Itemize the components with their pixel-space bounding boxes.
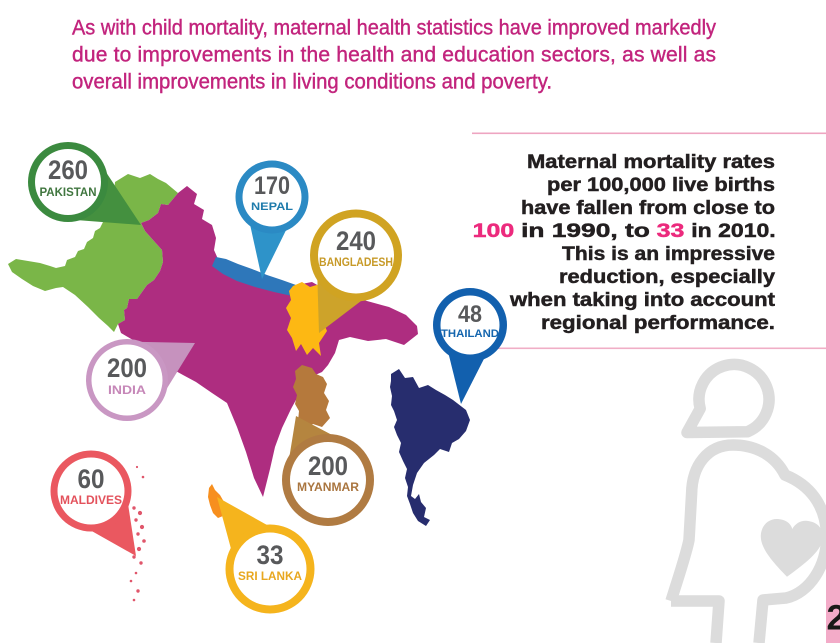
svg-text:in 2010.: in 2010. (691, 220, 775, 242)
svg-text:in 1990, to: in 1990, to (521, 220, 650, 242)
svg-text:when taking into account: when taking into account (509, 289, 776, 311)
svg-text:regional performance.: regional performance. (541, 312, 775, 334)
svg-text:NEPAL: NEPAL (251, 201, 293, 213)
svg-text:MYANMAR: MYANMAR (297, 480, 359, 494)
svg-text:As with child mortality, mater: As with child mortality, maternal health… (72, 17, 716, 40)
svg-text:100: 100 (473, 220, 515, 242)
svg-text:PAKISTAN: PAKISTAN (40, 187, 97, 199)
svg-text:260: 260 (48, 155, 88, 185)
svg-text:due to improvements in the hea: due to improvements in the health and ed… (72, 44, 716, 67)
svg-text:MALDIVES: MALDIVES (60, 493, 122, 507)
svg-text:overall improvements in living: overall improvements in living condition… (72, 71, 552, 94)
svg-text:BANGLADESH: BANGLADESH (319, 255, 393, 269)
svg-text:33: 33 (257, 540, 284, 570)
svg-text:reduction, especially: reduction, especially (559, 266, 775, 288)
svg-text:200: 200 (107, 353, 147, 383)
svg-text:170: 170 (254, 172, 290, 200)
svg-text:60: 60 (78, 464, 105, 494)
svg-text:INDIA: INDIA (108, 383, 146, 397)
svg-text:48: 48 (458, 301, 482, 328)
svg-text:THAILAND: THAILAND (441, 328, 499, 340)
svg-text:This is an impressive: This is an impressive (562, 243, 775, 265)
svg-text:Maternal mortality rates: Maternal mortality rates (527, 151, 775, 173)
svg-text:240: 240 (336, 226, 376, 256)
svg-text:have fallen from close to: have fallen from close to (521, 197, 775, 219)
svg-text:per 100,000 live births: per 100,000 live births (547, 174, 775, 196)
svg-text:SRI LANKA: SRI LANKA (238, 569, 302, 583)
svg-text:21: 21 (827, 599, 840, 638)
svg-text:200: 200 (308, 451, 348, 481)
svg-text:33: 33 (657, 220, 685, 242)
